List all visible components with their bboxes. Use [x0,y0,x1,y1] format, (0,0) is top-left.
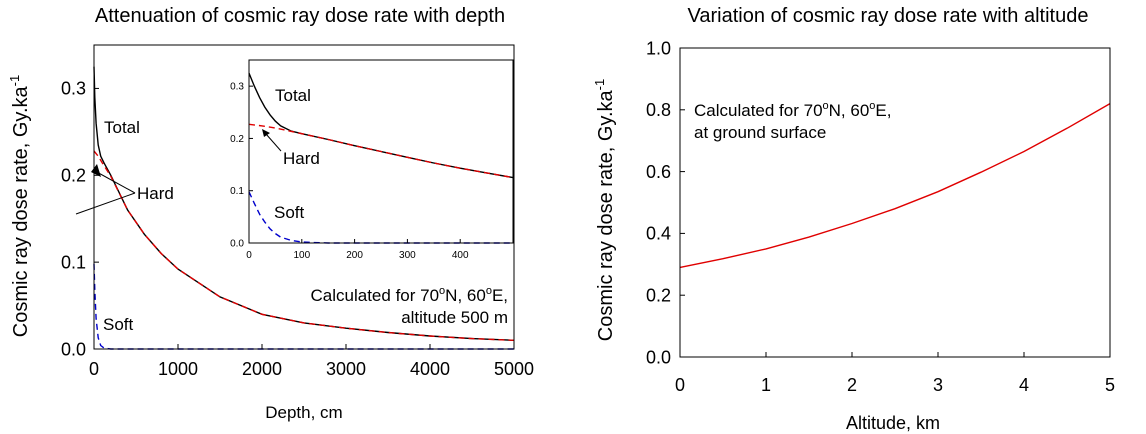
inset-x-tick-label: 200 [346,250,363,261]
depth-y-tick-label: 0.3 [61,79,86,99]
depth-y-axis: 0.0 0.1 0.2 0.3 [61,79,99,359]
inset-x-axis: 0 100 200 300 400 [246,239,469,261]
altitude-x-tick-label: 3 [933,375,943,395]
depth-inset-chart: 0 100 200 300 400 0.0 0.1 0.2 0.3 Total Hard So… [230,46,514,261]
arrow-line-2 [94,170,136,194]
inset-plot-frame [248,59,514,244]
altitude-series-line0 [679,102,1111,269]
inset-y-tick-label: 0.2 [230,134,244,145]
depth-series-hard [93,150,515,341]
inset-y-tick-label: 0.1 [230,186,244,197]
label-soft: Soft [103,315,134,334]
depth-series-soft [93,263,514,350]
altitude-x-tick-label: 0 [675,375,685,395]
inset-label-soft: Soft [274,203,305,222]
inset-hard-arrow [262,129,282,152]
depth-y-tick-label: 0.0 [61,339,86,359]
label-hard: Hard [137,184,174,203]
altitude-x-tick-label: 1 [761,375,771,395]
arrow-head-icon [91,164,101,177]
altitude-x-axis-label: Altitude, km [846,413,940,433]
inset-background [249,46,513,244]
altitude-x-tick-label: 4 [1019,375,1029,395]
inset-x-tick-label: 0 [246,250,252,261]
depth-x-tick-label: 1000 [158,359,198,379]
altitude-y-tick-label: 0.8 [646,100,671,120]
depth-x-tick-label: 2000 [242,359,282,379]
altitude-y-tick-label: 0.0 [646,347,671,367]
inset-x-tick-label: 300 [399,250,416,261]
depth-chart: Attenuation of cosmic ray dose rate with… [7,5,534,422]
depth-chart-title: Attenuation of cosmic ray dose rate with… [95,5,505,27]
inset-x-tick-label: 400 [452,250,469,261]
altitude-y-tick-label: 0.4 [646,224,671,244]
inset-x-tick-label: 100 [293,250,310,261]
depth-annotation-line2: altitude 500 m [401,308,508,327]
altitude-x-tick-label: 2 [847,375,857,395]
inset-y-tick-label: 0.3 [230,82,244,93]
altitude-chart-marks [679,102,1111,269]
inset-arrow-head-icon [262,129,270,137]
depth-y-axis-label: Cosmic ray dose rate, Gy.ka-1 [7,75,32,337]
altitude-chart-title: Variation of cosmic ray dose rate with a… [688,5,1089,27]
inset-arrow-line [265,133,282,152]
depth-x-axis: 0 1000 2000 3000 4000 5000 [89,344,534,379]
inset-label-total: Total [275,86,311,105]
inset-y-tick-label: 0.0 [230,239,244,250]
depth-x-tick-label: 0 [89,359,99,379]
depth-y-tick-label: 0.1 [61,252,86,272]
depth-x-tick-label: 5000 [494,359,534,379]
altitude-y-axis: 0.0 0.2 0.4 0.6 0.8 1.0 [646,38,685,367]
inset-series-hard [248,123,514,179]
altitude-y-tick-label: 0.2 [646,286,671,306]
label-total: Total [104,118,140,137]
altitude-x-tick-label: 5 [1105,375,1115,395]
altitude-y-tick-label: 1.0 [646,38,671,58]
arrow-line-1 [75,192,136,215]
depth-annotation-line1: Calculated for 70oN, 60oE, [311,285,508,305]
altitude-x-axis: 0 1 2 3 4 5 [675,352,1115,395]
altitude-plot-frame [679,47,1111,358]
altitude-y-tick-label: 0.6 [646,162,671,182]
depth-x-tick-label: 4000 [410,359,450,379]
inset-label-hard: Hard [283,149,320,168]
depth-y-tick-label: 0.2 [61,166,86,186]
hard-pointer-arrows [75,164,136,215]
depth-x-axis-label: Depth, cm [265,403,342,422]
inset-y-axis: 0.0 0.1 0.2 0.3 [230,82,253,250]
altitude-chart: Variation of cosmic ray dose rate with a… [592,5,1115,433]
depth-x-tick-label: 3000 [326,359,366,379]
altitude-annotation-line1: Calculated for 70oN, 60oE, [694,100,891,120]
altitude-annotation-line2: at ground surface [694,123,826,142]
depth-plot-frame [93,44,515,350]
altitude-y-axis-label: Cosmic ray dose rate, Gy.ka-1 [592,79,617,341]
